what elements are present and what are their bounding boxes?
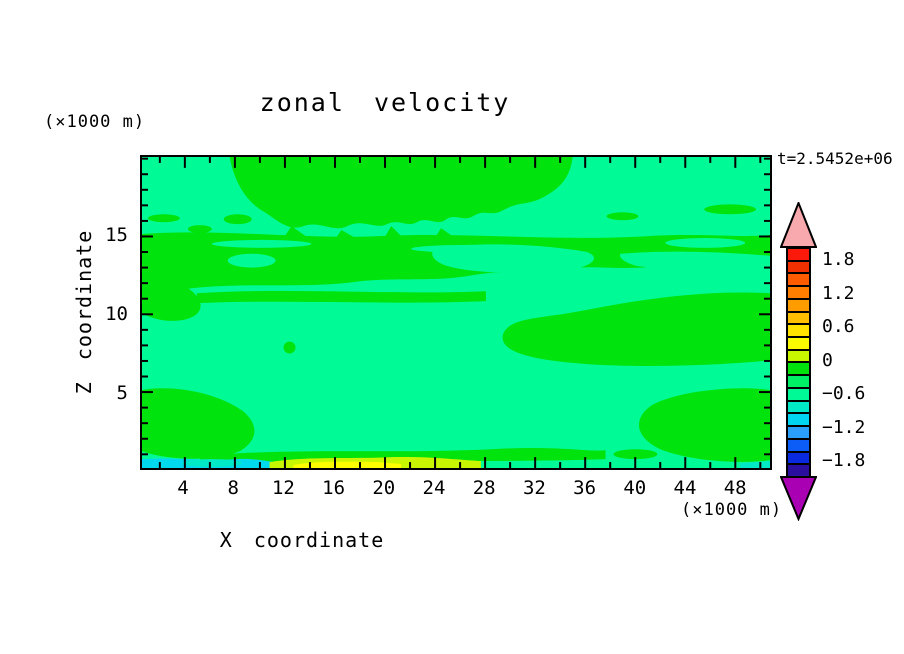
- contour-region: [142, 232, 770, 256]
- colorbar-segment: [788, 386, 809, 400]
- contour-field: [142, 157, 770, 468]
- x-tick-label: 8: [227, 477, 239, 499]
- colorbar-segment: [788, 399, 809, 413]
- colorbar-tick-label: 1.2: [822, 282, 855, 304]
- plot-area: [140, 155, 772, 470]
- x-tick-label: 32: [522, 477, 546, 499]
- colorbar-segment: [788, 336, 809, 349]
- colorbar-tick-label: 0.6: [822, 316, 855, 337]
- colorbar-segment: [788, 285, 809, 298]
- z-axis-unit-label: (×1000 m): [44, 112, 146, 132]
- x-tick-label: 48: [723, 477, 747, 499]
- contour-region: [229, 157, 573, 229]
- x-tick-label: 16: [322, 477, 346, 499]
- contour-region: [142, 251, 770, 290]
- z-axis-title: Z coordinate: [72, 229, 96, 395]
- x-tick-label: 12: [271, 477, 295, 499]
- colorbar-tick-label: −1.2: [822, 416, 866, 438]
- contour-region: [638, 388, 770, 462]
- x-axis-unit-label: (×1000 m): [681, 500, 783, 520]
- colorbar-tick-label: 0: [822, 349, 833, 371]
- contour-region: [619, 251, 770, 271]
- colorbar-segment: [788, 348, 809, 362]
- x-tick-label: 4: [177, 477, 189, 499]
- contour-region: [293, 461, 402, 468]
- contour-region: [142, 388, 255, 459]
- colorbar: [786, 247, 811, 478]
- contour-region: [227, 253, 519, 268]
- colorbar-segment: [788, 361, 809, 375]
- colorbar-overflow-arrow-icon: [780, 202, 817, 248]
- contour-region: [283, 341, 296, 354]
- colorbar-segment: [788, 249, 809, 260]
- x-tick-label: 24: [422, 477, 446, 499]
- time-annotation: t=2.5452e+06: [777, 149, 893, 168]
- colorbar-tick-label: −1.8: [822, 450, 866, 471]
- colorbar-segment: [788, 310, 809, 324]
- colorbar-segment: [788, 463, 809, 476]
- z-tick-label: 5: [116, 382, 128, 405]
- colorbar-segment: [788, 259, 809, 273]
- colorbar-segment: [788, 425, 809, 438]
- colorbar-segment: [788, 412, 809, 426]
- colorbar-segment: [788, 374, 809, 387]
- z-tick-label: 15: [105, 224, 128, 247]
- colorbar-segment: [788, 437, 809, 451]
- colorbar-tick-label: −0.6: [822, 383, 866, 404]
- colorbar-segment: [788, 323, 809, 337]
- x-tick-label: 28: [472, 477, 496, 499]
- colorbar-segment: [788, 450, 809, 464]
- contour-region: [432, 244, 594, 273]
- colorbar-underflow-arrow-icon: [780, 476, 817, 521]
- contour-region: [142, 275, 201, 321]
- colorbar-tick-label: 1.8: [822, 249, 855, 270]
- x-tick-label: 20: [372, 477, 396, 499]
- plot-title: zonal velocity: [259, 88, 511, 117]
- z-tick-label: 10: [105, 303, 128, 326]
- contour-region: [502, 292, 770, 366]
- contour-region: [147, 204, 757, 234]
- colorbar-segment: [788, 297, 809, 311]
- x-tick-label: 44: [673, 477, 697, 499]
- x-tick-label: 36: [573, 477, 597, 499]
- x-axis-title: X coordinate: [219, 528, 385, 552]
- x-tick-label: 40: [623, 477, 647, 499]
- colorbar-segment: [788, 272, 809, 286]
- contour-region: [196, 290, 486, 304]
